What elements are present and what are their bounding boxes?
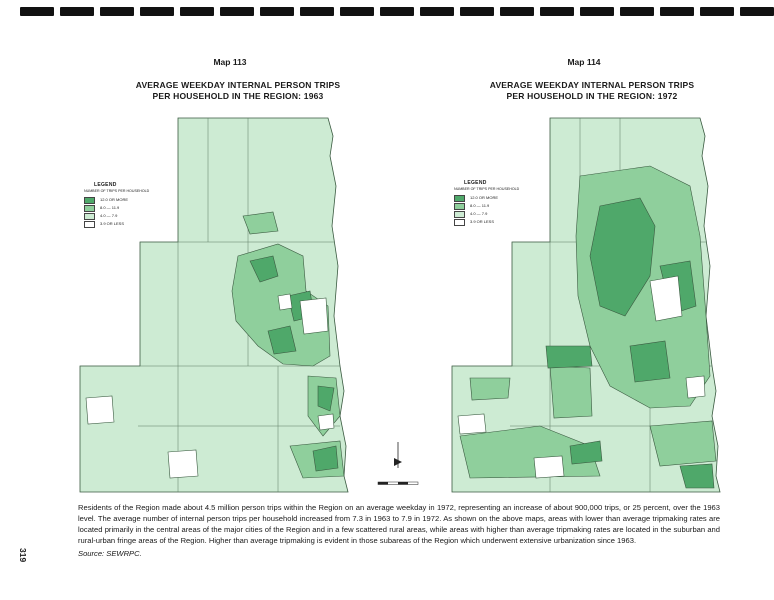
binding-hole-icon (300, 7, 334, 16)
binding-hole-icon (500, 7, 534, 16)
legend-item-label: 8.0 — 11.9 (100, 205, 120, 210)
map-114-legend: LEGEND NUMBER OF TRIPS PER HOUSEHOLD 12.… (454, 180, 519, 226)
map-113-title: AVERAGE WEEKDAY INTERNAL PERSON TRIPS PE… (108, 80, 368, 102)
binding-hole-icon (140, 7, 174, 16)
map-113-legend: LEGEND NUMBER OF TRIPS PER HOUSEHOLD 12.… (84, 182, 149, 228)
binding-hole-icon (20, 7, 54, 16)
legend-swatch-medium (454, 202, 465, 210)
county-boundaries (80, 118, 340, 492)
binding-hole-icon (660, 7, 694, 16)
binding-hole-icon (180, 7, 214, 16)
binding-hole-icon (460, 7, 494, 16)
map-113-title-line2: PER HOUSEHOLD IN THE REGION: 1963 (152, 91, 324, 101)
legend-item-base: 4.0 — 7.9 (454, 210, 519, 218)
map-114-region-map (451, 117, 721, 493)
map-114-label: Map 114 (567, 57, 601, 67)
legend-item-label: 4.0 — 7.9 (470, 211, 488, 216)
low-trip-areas (85, 293, 335, 479)
binding-hole-icon (580, 7, 614, 16)
legend-swatch-base (84, 212, 95, 220)
legend-swatch-medium (84, 204, 95, 212)
legend-swatch-low (84, 220, 95, 228)
binding-hole-icon (220, 7, 254, 16)
binding-hole-icon (260, 7, 294, 16)
legend-item-medium: 8.0 — 11.9 (454, 202, 519, 210)
map-113-title-line1: AVERAGE WEEKDAY INTERNAL PERSON TRIPS (135, 80, 341, 90)
north-arrow-icon (377, 442, 419, 485)
binding-hole-icon (740, 7, 774, 16)
dark-trip-areas (545, 197, 715, 489)
legend-swatch-high (84, 196, 95, 204)
legend-item-high: 12.0 OR MORE (454, 194, 519, 202)
legend-item-label: 12.0 OR MORE (100, 197, 129, 202)
legend-title: LEGEND (94, 182, 117, 188)
legend-item-base: 4.0 — 7.9 (84, 212, 149, 220)
binding-hole-icon (540, 7, 574, 16)
legend-item-label: 3.9 OR LESS (470, 219, 495, 224)
legend-subtitle: NUMBER OF TRIPS PER HOUSEHOLD (454, 187, 520, 191)
map-114-title: AVERAGE WEEKDAY INTERNAL PERSON TRIPS PE… (462, 80, 722, 102)
legend-swatch-low (454, 218, 465, 226)
binding-hole-icon (340, 7, 374, 16)
low-trip-areas (457, 275, 706, 479)
page-number: 319 (18, 548, 28, 563)
legend-item-low: 3.9 OR LESS (454, 218, 519, 226)
legend-title: LEGEND (464, 180, 487, 186)
binding-hole-icon (100, 7, 134, 16)
binding-holes (0, 7, 774, 17)
legend-item-medium: 8.0 — 11.9 (84, 204, 149, 212)
binding-hole-icon (620, 7, 654, 16)
scale-bar-icon (377, 481, 419, 485)
legend-swatch-base (454, 210, 465, 218)
map-113-label: Map 113 (213, 57, 247, 67)
source-note: Source: SEWRPC. (78, 549, 142, 558)
map-114-title-line1: AVERAGE WEEKDAY INTERNAL PERSON TRIPS (489, 80, 695, 90)
caption-text: Residents of the Region made about 4.5 m… (78, 503, 720, 545)
legend-item-label: 8.0 — 11.9 (470, 203, 490, 208)
legend-item-label: 3.9 OR LESS (100, 221, 125, 226)
map-114-title-line2: PER HOUSEHOLD IN THE REGION: 1972 (506, 91, 678, 101)
map-113-region-map (79, 117, 349, 493)
legend-swatch-high (454, 194, 465, 202)
binding-hole-icon (420, 7, 454, 16)
legend-item-high: 12.0 OR MORE (84, 196, 149, 204)
legend-item-label: 12.0 OR MORE (470, 195, 499, 200)
legend-item-low: 3.9 OR LESS (84, 220, 149, 228)
binding-hole-icon (60, 7, 94, 16)
binding-hole-icon (700, 7, 734, 16)
binding-hole-icon (380, 7, 414, 16)
legend-item-label: 4.0 — 7.9 (100, 213, 118, 218)
legend-subtitle: NUMBER OF TRIPS PER HOUSEHOLD (84, 189, 150, 193)
